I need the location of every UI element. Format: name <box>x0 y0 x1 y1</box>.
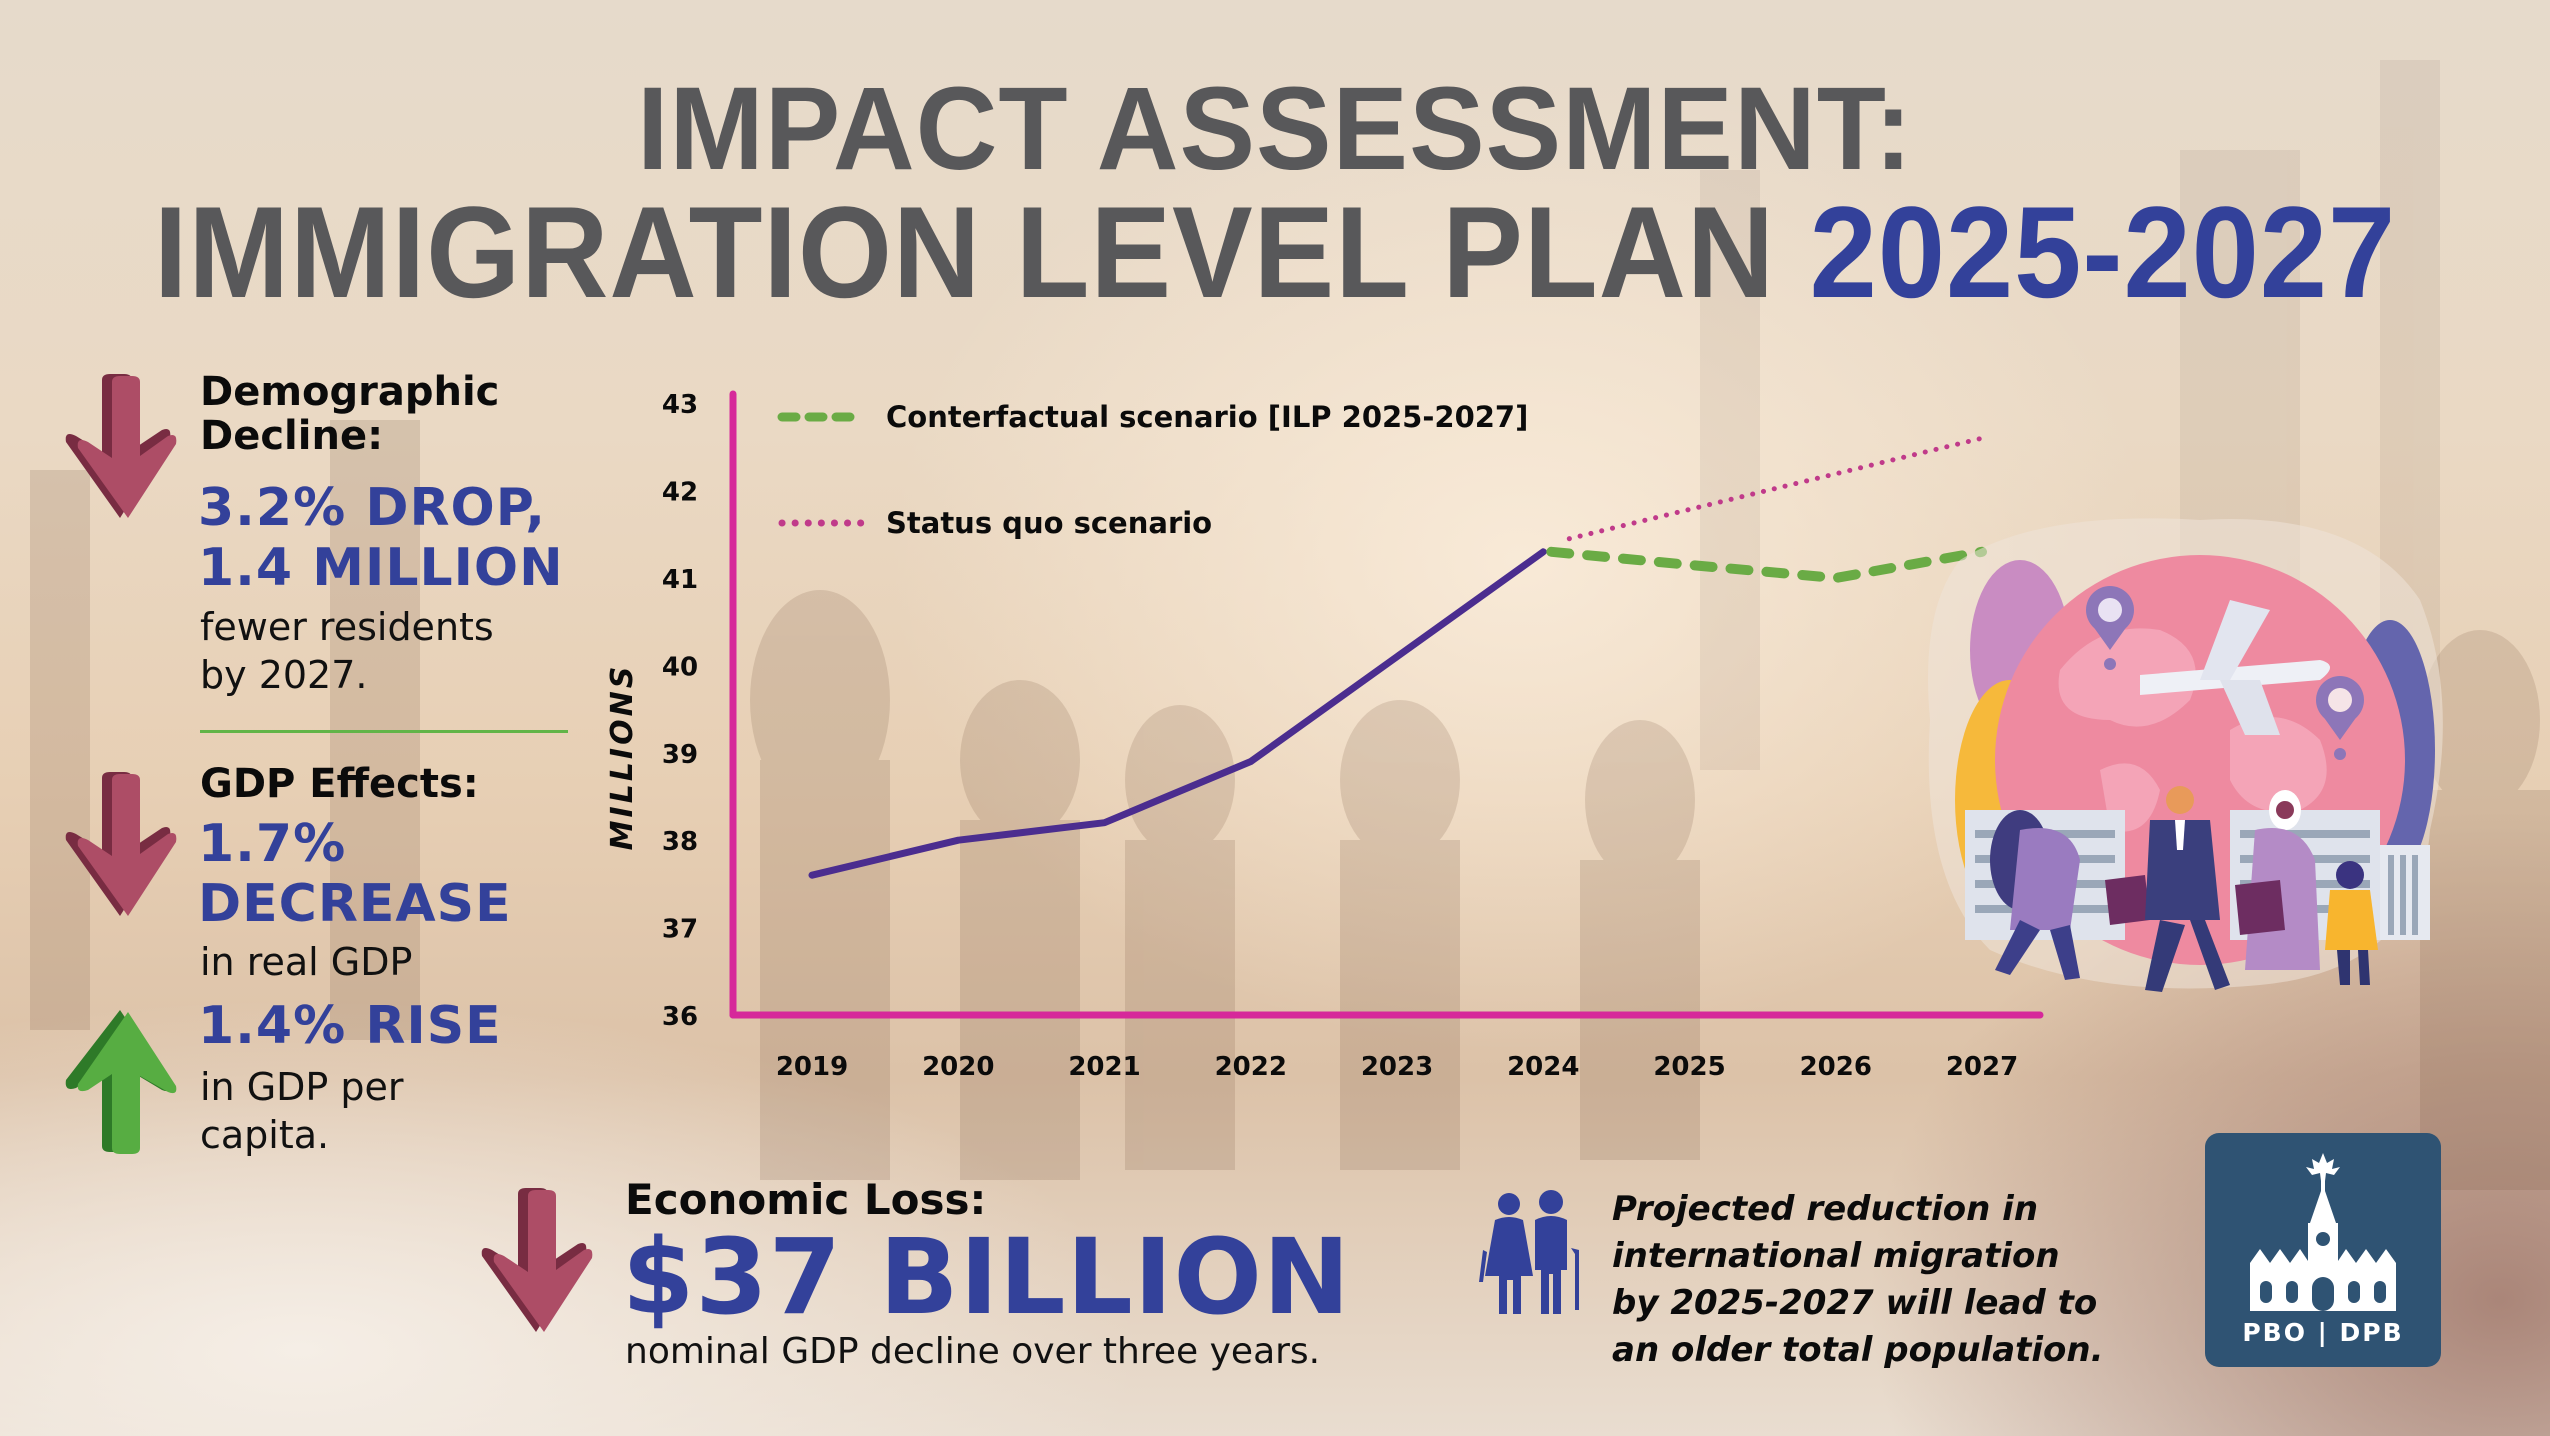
y-tick-label: 36 <box>662 1002 698 1032</box>
demographic-heading-line-1: Demographic <box>200 369 500 415</box>
demographic-heading: Demographic Decline: <box>200 370 499 458</box>
down-arrow-icon <box>65 772 177 916</box>
legend-counterfactual-label: Conterfactual scenario [ILP 2025-2027] <box>886 400 1528 434</box>
pbo-dpb-logo: PBO | DPB <box>2205 1133 2441 1367</box>
x-tick-label: 2023 <box>1361 1052 1433 1082</box>
x-tick-label: 2025 <box>1653 1052 1725 1082</box>
demographic-stat-line-2: 1.4 MILLION <box>198 538 564 598</box>
y-tick-label: 40 <box>662 652 698 682</box>
x-tick-label: 2022 <box>1215 1052 1287 1082</box>
y-tick-label: 37 <box>662 915 698 945</box>
gdp-decrease-stat: 1.7% DECREASE <box>198 814 512 934</box>
counterfactual-series-line <box>1546 546 1987 584</box>
global-migration-illustration <box>1928 518 2443 992</box>
x-tick-label: 2027 <box>1946 1052 2018 1082</box>
demographic-description-line-2: by 2027. <box>200 653 368 697</box>
older-population-line-3: by 2025-2027 will lead to <box>1612 1283 2098 1323</box>
gdp-rise-description-line-1: in GDP per <box>200 1065 404 1109</box>
down-arrow-icon <box>65 374 177 518</box>
y-tick-label: 43 <box>662 390 698 420</box>
gdp-heading: GDP Effects: <box>200 761 479 807</box>
status-quo-series-line <box>1566 435 1985 542</box>
title-line-2: IMMIGRATION LEVEL PLAN 2025-2027 <box>89 187 2461 317</box>
older-population-note: Projected reduction in international mig… <box>1612 1186 2104 1374</box>
y-axis-title: MILLIONS <box>605 664 640 851</box>
title-years: 2025-2027 <box>1809 179 2397 325</box>
demographic-stat: 3.2% DROP, 1.4 MILLION <box>198 478 564 598</box>
economic-loss-heading: Economic Loss: <box>625 1175 987 1224</box>
y-tick-label: 39 <box>662 740 698 770</box>
demographic-stat-line-1: 3.2% DROP, <box>198 478 547 538</box>
demographic-description: fewer residents by 2027. <box>200 603 494 699</box>
title-main: IMMIGRATION LEVEL PLAN <box>153 179 1810 325</box>
legend-status-quo-label: Status quo scenario <box>886 506 1212 540</box>
historical-series-line <box>808 548 1547 879</box>
logo-text: PBO | DPB <box>2242 1318 2404 1347</box>
economic-loss-description: nominal GDP decline over three years. <box>625 1331 1321 1372</box>
economic-loss-amount: $37 BILLION <box>622 1216 1351 1338</box>
older-population-line-2: international migration <box>1612 1236 2060 1276</box>
gdp-rise-description-line-2: capita. <box>200 1113 330 1157</box>
x-tick-label: 2026 <box>1800 1052 1872 1082</box>
gdp-rise-description: in GDP per capita. <box>200 1063 404 1159</box>
gdp-decrease-line-1: 1.7% <box>198 814 347 874</box>
x-tick-label: 2021 <box>1068 1052 1140 1082</box>
down-arrow-icon <box>481 1188 593 1332</box>
y-tick-label: 42 <box>662 478 698 508</box>
parliament-maple-leaf-icon <box>2250 1153 2396 1311</box>
x-tick-label: 2024 <box>1507 1052 1579 1082</box>
section-divider <box>200 730 568 733</box>
up-arrow-icon <box>65 1010 177 1154</box>
gdp-decrease-line-2: DECREASE <box>198 874 512 934</box>
gdp-decrease-description: in real GDP <box>200 940 413 984</box>
x-tick-label: 2020 <box>922 1052 994 1082</box>
elderly-couple-icon <box>1479 1190 1579 1314</box>
demographic-heading-line-2: Decline: <box>200 413 384 459</box>
title-line-1: IMPACT ASSESSMENT: <box>636 63 1914 195</box>
gdp-rise-stat: 1.4% RISE <box>198 996 502 1056</box>
y-tick-label: 38 <box>662 827 698 857</box>
demographic-description-line-1: fewer residents <box>200 605 494 649</box>
y-tick-label: 41 <box>662 565 698 595</box>
older-population-line-1: Projected reduction in <box>1612 1189 2039 1229</box>
older-population-line-4: an older total population. <box>1612 1330 2104 1370</box>
x-tick-label: 2019 <box>776 1052 848 1082</box>
